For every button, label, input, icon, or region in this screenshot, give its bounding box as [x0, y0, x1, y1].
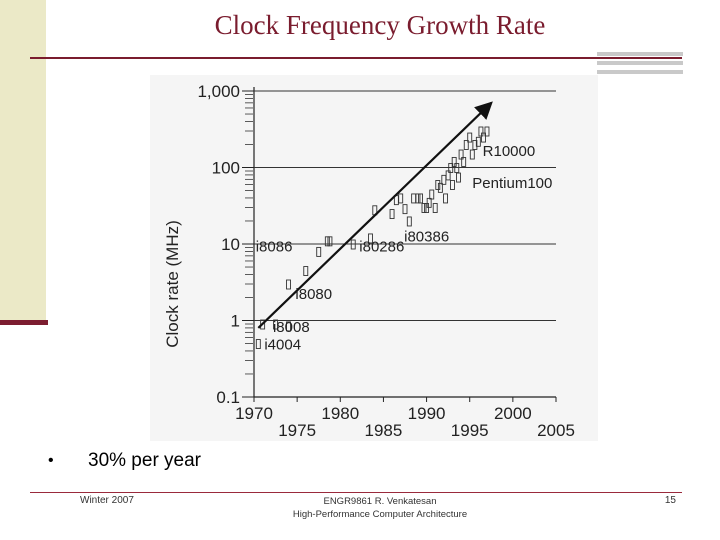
x-tick-label: 1980: [321, 404, 359, 423]
data-point: [445, 170, 451, 181]
bullet-text: 30% per year: [88, 450, 202, 471]
y-tick-label: 1,000: [197, 82, 240, 101]
data-point: [273, 319, 279, 330]
chart-background: [150, 75, 598, 441]
data-point: [467, 132, 473, 143]
annotation-label: i80286: [359, 239, 404, 256]
data-point: [350, 239, 356, 250]
footer-rule: [30, 492, 682, 493]
data-point: [368, 233, 373, 244]
annotation-label: i4004: [264, 337, 301, 354]
footer-date: Winter 2007: [80, 495, 134, 506]
data-point: [286, 321, 291, 332]
side-band: [0, 0, 46, 320]
y-tick-label: 1: [231, 312, 240, 331]
annotation-label: i8086: [256, 239, 293, 256]
y-tick-label: 100: [212, 159, 240, 178]
y-tick-label: 10: [221, 235, 240, 254]
decor-bar-3: [597, 70, 683, 74]
x-tick-label: 1995: [451, 421, 489, 440]
data-point: [435, 180, 441, 190]
data-point: [450, 180, 455, 190]
data-point: [443, 193, 449, 204]
decor-bar-2: [597, 61, 683, 65]
x-tick-label: 2005: [537, 421, 575, 440]
data-point: [286, 279, 291, 290]
annotation-label: i8008: [273, 319, 310, 336]
data-point: [478, 126, 484, 137]
side-band-shadow: [0, 320, 48, 325]
data-point: [327, 236, 333, 247]
data-point: [451, 156, 457, 167]
data-point: [461, 156, 467, 167]
annotation-label: i80386: [404, 228, 449, 245]
data-point: [469, 149, 475, 160]
title-rule: [30, 57, 682, 59]
data-point: [316, 246, 322, 257]
data-point: [398, 193, 404, 204]
data-point: [458, 149, 464, 160]
page-number: 15: [664, 495, 676, 506]
data-point: [432, 203, 438, 213]
annotation-label: i8080: [295, 286, 332, 303]
x-tick-label: 1975: [278, 421, 316, 440]
data-point: [255, 339, 261, 349]
data-point: [324, 236, 330, 247]
x-tick-label: 1985: [365, 421, 403, 440]
footer-course: ENGR9861 R. Venkatesan High-Performance …: [280, 495, 480, 521]
data-point: [456, 172, 461, 183]
data-point: [472, 140, 478, 150]
x-tick-label: 2000: [494, 404, 532, 423]
data-point: [418, 193, 423, 204]
annotation-label: R10000: [483, 143, 536, 160]
data-point: [429, 189, 435, 200]
data-point: [411, 193, 417, 204]
annotation-label: Pentium100: [472, 175, 552, 192]
data-point: [484, 126, 490, 137]
footer-course-line2: High-Performance Computer Architecture: [292, 509, 468, 520]
trend-arrow: [257, 101, 493, 329]
data-point: [454, 163, 460, 173]
data-point: [421, 203, 427, 213]
data-point: [406, 216, 412, 227]
footer-course-line1: ENGR9861 R. Venkatesan: [323, 496, 437, 507]
data-point: [415, 193, 421, 204]
data-point: [481, 132, 486, 143]
clock-rate-chart: 1,000 100 10 1 0.1 Clock rate (MHz) 1970 1980 19…: [163, 82, 575, 440]
data-point: [424, 203, 430, 213]
data-point: [426, 197, 432, 208]
data-point: [437, 182, 443, 193]
y-axis-title: Clock rate (MHz): [163, 220, 182, 348]
data-point: [389, 209, 395, 220]
bullet-marker: •: [48, 452, 54, 469]
data-point: [303, 266, 309, 276]
data-point: [402, 204, 408, 215]
y-tick-label: 0.1: [216, 388, 240, 407]
decor-bar-1: [597, 52, 683, 56]
data-point: [463, 140, 469, 150]
slide-title: Clock Frequency Growth Rate: [214, 10, 546, 40]
data-point: [475, 136, 481, 147]
x-tick-label: 1990: [408, 404, 446, 423]
data-point: [448, 163, 454, 173]
x-tick-label: 1970: [235, 404, 273, 423]
